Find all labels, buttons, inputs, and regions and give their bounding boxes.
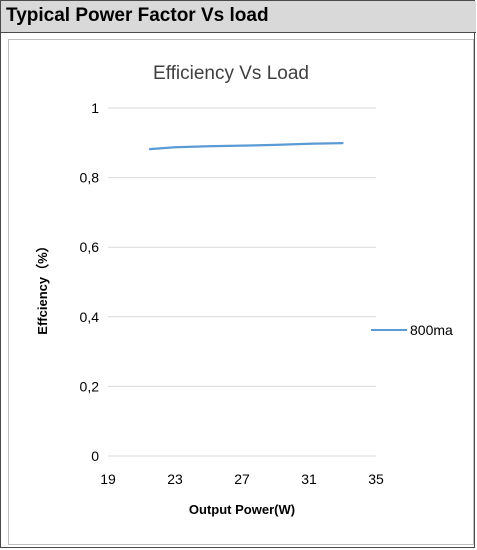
x-tick-label: 19: [100, 471, 116, 487]
x-tick-labels: 19 23 27 31 35: [100, 471, 384, 487]
y-tick-label: 0: [91, 448, 99, 464]
y-axis-label: Effciency（%）: [35, 239, 50, 334]
x-tick-label: 23: [167, 471, 183, 487]
y-tick-label: 0,4: [80, 309, 100, 325]
y-tick-label: 0,6: [80, 239, 100, 255]
y-tick-label: 0,8: [80, 170, 100, 186]
chart-area: [8, 39, 474, 545]
chart-title: Efficiency Vs Load: [153, 63, 309, 84]
y-tick-label: 0,2: [80, 378, 100, 394]
gridlines: [108, 107, 376, 387]
x-tick-label: 35: [368, 471, 384, 487]
series-line-800ma: [148, 141, 344, 151]
x-axis-label: Output Power(W): [189, 502, 295, 517]
series-group: [148, 141, 344, 151]
header-title: Typical Power Factor Vs load: [6, 5, 269, 26]
x-tick-label: 31: [301, 471, 317, 487]
legend-label-800ma: 800ma: [410, 322, 453, 338]
y-tick-labels: 0 0,2 0,4 0,6 0,8 1: [80, 100, 100, 464]
legend: 800ma: [371, 322, 453, 338]
y-tick-label: 1: [91, 100, 99, 116]
header-bar: Typical Power Factor Vs load: [1, 1, 476, 33]
x-tick-label: 27: [234, 471, 250, 487]
